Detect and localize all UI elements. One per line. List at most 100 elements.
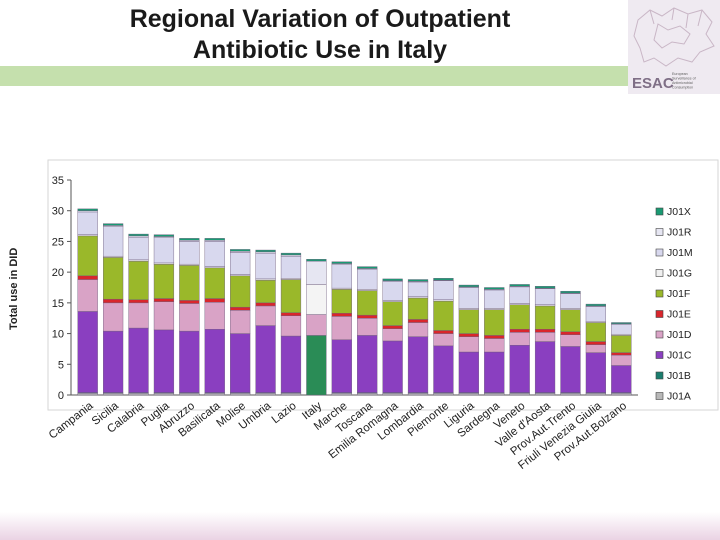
bar-segment-j01d [611, 354, 632, 366]
bar-segment-j01d [484, 338, 505, 353]
bar-segment-j01a [407, 392, 429, 396]
bar-segment-j01e [484, 335, 505, 339]
bar-segment-j01x [128, 233, 149, 237]
bar-segment-j01a [534, 392, 556, 396]
bar-segment-j01c [433, 345, 454, 393]
bar-segment-j01x [306, 259, 327, 262]
europe-map-icon [633, 7, 715, 67]
bar-segment-j01m [509, 286, 530, 304]
bar-segment-j01d [306, 314, 327, 336]
bar-segment-j01m [357, 268, 378, 290]
bar-segment-j01a [433, 392, 454, 396]
x-category-label: Lazio [270, 400, 299, 426]
bar-segment-j01a [230, 392, 251, 396]
bar-segment-j01f [509, 304, 530, 330]
logo-caption-line: European [672, 72, 688, 76]
bar-segment-j01e [255, 302, 276, 307]
bar-segment-j01m [484, 289, 505, 309]
bar-segment-j01e [407, 319, 429, 323]
bar-segment-j01e [77, 275, 98, 280]
bar-segment-j01a [153, 392, 175, 396]
bar-segment-j01d [153, 301, 175, 331]
bar-segment-j01x [77, 208, 98, 211]
bar-segment-j01d [433, 333, 454, 347]
y-tick-label: 20 [52, 267, 64, 279]
legend-swatch-j01m [655, 248, 664, 257]
bar-segment-j01a [103, 392, 124, 396]
bar-segment-j01c [357, 335, 378, 393]
bar-segment-j01d [230, 310, 251, 334]
bar-segment-j01c [331, 339, 352, 393]
bar-segment-j01f [77, 235, 98, 277]
legend-swatch-j01c [655, 351, 664, 359]
bar-segment-j01d [509, 332, 530, 346]
bar-segment-j01f [179, 265, 200, 301]
bar-segment-j01a [306, 335, 327, 396]
bar-segment-j01x [331, 261, 352, 264]
bar-segment-j01c [407, 336, 429, 393]
bar-segment-j01c [534, 341, 556, 393]
bar-segment-j01c [179, 330, 200, 393]
bar-segment-j01e [534, 329, 556, 333]
bar-segment-j01f [611, 335, 632, 353]
bar-segment-j01f [230, 275, 251, 308]
slide-title: Regional Variation of Outpatient Antibio… [40, 4, 600, 66]
bar-segment-j01c [484, 351, 505, 393]
bar-segment-j01e [611, 352, 632, 356]
legend-swatch-j01f [655, 289, 664, 298]
bar-segment-j01m [458, 287, 479, 309]
logo-caption-line: Antimicrobial [672, 81, 693, 85]
bar-segment-j01m [560, 293, 581, 309]
bar-segment-j01e [357, 314, 378, 319]
bar-segment-j01x [179, 238, 200, 241]
bar-segment-j01f [331, 289, 352, 314]
bar-segment-j01x [611, 322, 632, 324]
bar-segment-j01a [280, 392, 302, 396]
bar-segment-j01x [357, 266, 378, 269]
bar-segment-j01x [103, 223, 124, 226]
bar-segment-j01m [128, 236, 149, 261]
bar-segment-j01c [230, 333, 251, 393]
bar-segment-j01m [179, 241, 200, 265]
bar-segment-j01m [433, 280, 454, 300]
bar-segment-j01f [382, 301, 403, 326]
bar-segment-j01a [255, 392, 276, 396]
bar-segment-j01r [306, 260, 327, 285]
bar-segment-j01c [103, 330, 124, 393]
bar-segment-j01x [407, 279, 429, 282]
legend-swatch-j01a [655, 392, 664, 400]
bar-segment-j01x [560, 290, 581, 294]
legend-label: J01M [667, 247, 693, 259]
legend-label: J01B [667, 370, 691, 382]
bar-segment-j01d [280, 315, 302, 337]
bar-segment-j01x [280, 252, 302, 256]
bar-segment-j01f [153, 263, 175, 299]
bar-segment-j01x [509, 284, 530, 287]
bar-segment-j01x [153, 234, 175, 237]
bar-segment-j01x [230, 249, 251, 252]
esac-logo: ESAC European Surveillance of Antimicrob… [628, 0, 720, 94]
bar-segment-j01d [382, 328, 403, 342]
bar-segment-j01d [179, 303, 200, 332]
bar-segment-j01d [407, 322, 429, 337]
bar-segment-j01f [357, 290, 378, 316]
slide-title-line-1: Regional Variation of Outpatient [129, 5, 511, 33]
bar-segment-j01m [534, 288, 556, 305]
legend-swatch-j01d [655, 330, 664, 339]
bar-segment-j01m [153, 237, 175, 264]
bar-segment-j01m [280, 255, 302, 279]
bar-segment-j01d [77, 279, 98, 312]
legend-swatch-j01g [655, 269, 664, 277]
bar-segment-j01c [280, 335, 302, 393]
bar-segment-j01x [255, 249, 276, 253]
bar-segment-j01e [433, 330, 454, 334]
bar-segment-j01a [382, 392, 403, 396]
legend-swatch-j01b [655, 371, 664, 380]
y-tick-label: 0 [58, 390, 64, 402]
bar-segment-j01x [204, 238, 225, 241]
logo-wordmark: ESAC [632, 75, 674, 92]
chart-frame [47, 159, 719, 411]
bar-segment-j01a [611, 392, 632, 396]
bar-segment-j01d [128, 302, 149, 329]
bar-segment-j01g [306, 284, 327, 315]
